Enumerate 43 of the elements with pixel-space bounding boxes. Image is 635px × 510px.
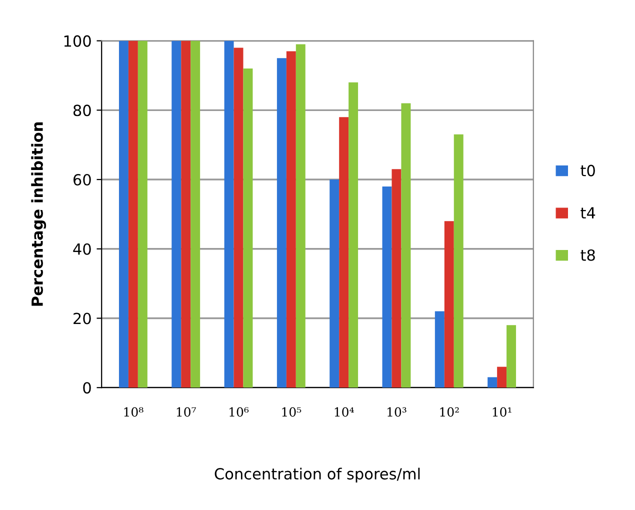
- x-axis-title: Concentration of spores/ml: [214, 468, 420, 483]
- bar: [296, 44, 306, 388]
- y-tick-label: 40: [73, 243, 91, 255]
- bar: [434, 311, 444, 388]
- bar: [181, 40, 191, 388]
- x-tick-label: 10⁴: [334, 407, 354, 417]
- bar: [497, 366, 507, 388]
- legend-label: t8: [580, 249, 595, 261]
- bar: [224, 40, 234, 388]
- legend-label: t4: [580, 207, 596, 218]
- y-tick-label: 0: [83, 382, 91, 394]
- bar: [118, 40, 128, 388]
- x-tick-label: 10³: [388, 407, 406, 417]
- bar: [506, 325, 516, 388]
- legend-label: t0: [580, 164, 595, 176]
- bar: [128, 40, 138, 388]
- bar: [276, 58, 286, 388]
- x-tick-label: 10⁵: [282, 407, 302, 417]
- bar: [190, 40, 200, 388]
- bar: [454, 134, 464, 388]
- bar: [488, 377, 498, 388]
- bar: [382, 186, 392, 388]
- bar: [172, 40, 182, 388]
- bar: [234, 48, 244, 388]
- bar: [330, 180, 340, 388]
- x-tick-label: 10⁸: [124, 407, 144, 417]
- bar: [243, 68, 253, 388]
- bar: [392, 169, 402, 388]
- y-tick-label: 80: [73, 104, 91, 116]
- bar: [138, 40, 148, 388]
- bar: [444, 221, 454, 388]
- y-axis-title: Percentage inhibition: [31, 122, 46, 306]
- y-tick-label: 100: [64, 35, 91, 47]
- y-tick-label: 20: [74, 312, 91, 324]
- bar: [286, 51, 296, 388]
- bar: [339, 117, 349, 388]
- x-tick-label: 10⁶: [230, 407, 249, 417]
- y-tick-label: 60: [74, 174, 91, 186]
- bar: [401, 103, 411, 388]
- x-tick-label: 10²: [440, 407, 459, 417]
- x-tick-label: 10¹: [492, 407, 512, 417]
- bar: [348, 82, 358, 388]
- x-tick-label: 10⁷: [176, 407, 196, 417]
